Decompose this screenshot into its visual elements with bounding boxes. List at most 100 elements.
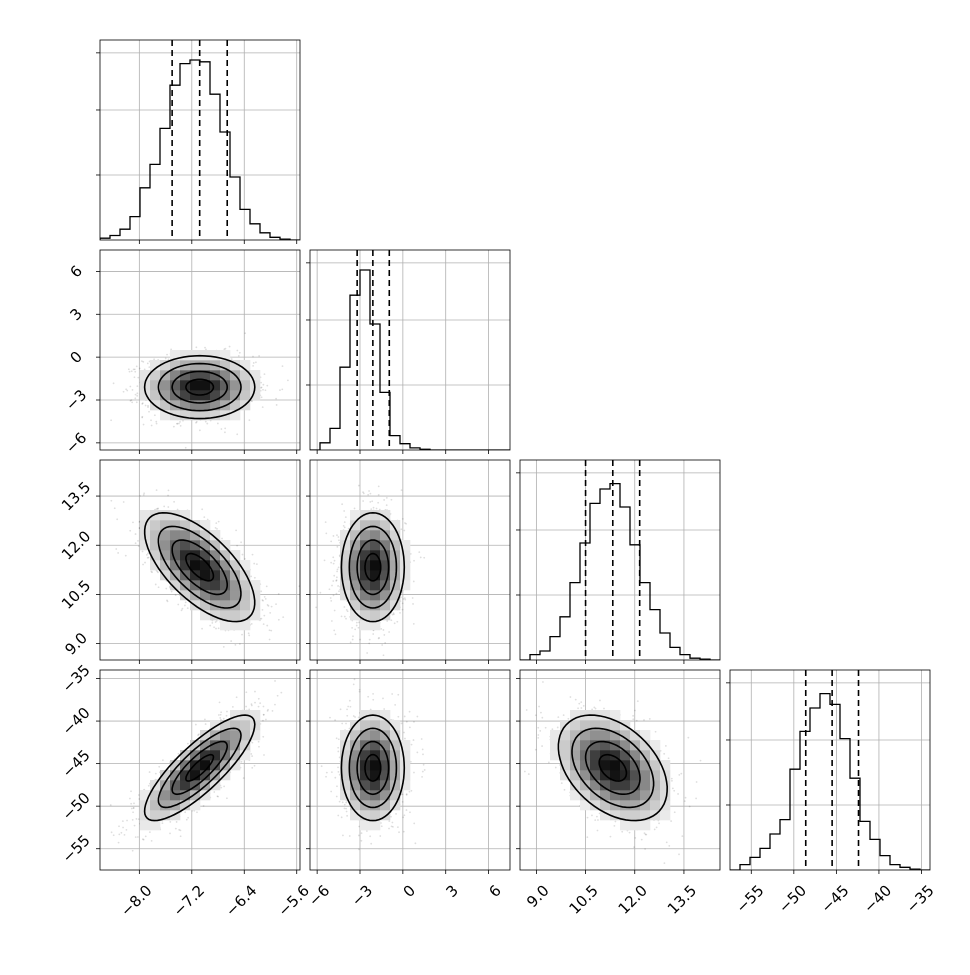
sample-point xyxy=(177,604,179,606)
sample-point xyxy=(136,392,138,394)
sample-point xyxy=(383,629,385,631)
sample-point xyxy=(241,634,243,636)
sample-point xyxy=(358,627,360,629)
sample-point xyxy=(130,400,132,402)
sample-point xyxy=(344,521,346,523)
sample-point xyxy=(269,612,271,614)
sample-point xyxy=(240,541,242,543)
sample-point xyxy=(251,767,253,769)
sample-point xyxy=(110,500,112,502)
sample-point xyxy=(236,350,238,352)
sample-point xyxy=(224,427,226,429)
sample-point xyxy=(162,822,164,824)
sample-point xyxy=(356,622,358,624)
sample-point xyxy=(330,597,332,599)
sample-point xyxy=(368,490,370,492)
density-cell xyxy=(240,610,250,620)
sample-point xyxy=(418,551,420,553)
sample-point xyxy=(337,568,339,570)
sample-point xyxy=(396,621,398,623)
sample-point xyxy=(367,494,369,496)
density-cell xyxy=(190,360,200,370)
sample-point xyxy=(88,379,90,381)
sample-point xyxy=(180,425,182,427)
sample-point xyxy=(334,610,336,612)
sample-point xyxy=(179,421,181,423)
sample-point xyxy=(250,575,252,577)
sample-point xyxy=(330,562,332,564)
sample-point xyxy=(136,395,138,397)
sample-point xyxy=(156,423,158,425)
sample-point xyxy=(333,575,335,577)
sample-point xyxy=(113,382,115,384)
sample-point xyxy=(336,579,338,581)
sample-point xyxy=(142,361,144,363)
sample-point xyxy=(195,346,197,348)
density-content xyxy=(100,670,300,870)
sample-point xyxy=(279,389,281,391)
sample-point xyxy=(141,403,143,405)
density-cell xyxy=(370,560,380,570)
sample-point xyxy=(155,421,157,423)
sample-point xyxy=(216,528,218,530)
sample-point xyxy=(402,518,404,520)
histogram-step-1 xyxy=(310,270,510,450)
sample-point xyxy=(242,554,244,556)
sample-point xyxy=(224,431,226,433)
sample-point xyxy=(281,388,283,390)
density-cell xyxy=(350,600,360,610)
sample-point xyxy=(187,607,189,609)
density-cell xyxy=(240,370,250,380)
density-cell xyxy=(370,530,380,540)
sample-point xyxy=(413,581,415,583)
sample-point xyxy=(325,521,327,523)
sample-point xyxy=(142,564,144,566)
sample-point xyxy=(359,639,361,641)
density-cell xyxy=(350,560,360,570)
sample-point xyxy=(333,535,335,537)
density-cell xyxy=(400,560,410,570)
sample-point xyxy=(253,362,255,364)
sample-point xyxy=(195,724,197,726)
sample-point xyxy=(413,623,415,625)
sample-point xyxy=(157,508,159,510)
density-panel-1-2 xyxy=(306,460,510,664)
density-panel-0-2 xyxy=(96,460,300,664)
sample-point xyxy=(336,534,338,536)
sample-point xyxy=(270,630,272,632)
sample-point xyxy=(338,567,340,569)
sample-point xyxy=(218,521,220,523)
sample-point xyxy=(205,723,207,725)
sample-point xyxy=(145,835,147,837)
sample-point xyxy=(258,698,260,700)
sample-point xyxy=(131,370,133,372)
histogram-panel-2 xyxy=(516,460,720,664)
density-cell xyxy=(370,600,380,610)
sample-point xyxy=(369,639,371,641)
sample-point xyxy=(356,625,358,627)
sample-point xyxy=(388,631,390,633)
sample-point xyxy=(282,365,284,367)
histogram-step-3 xyxy=(730,694,930,870)
sample-point xyxy=(223,718,225,720)
sample-point xyxy=(213,626,215,628)
density-cell xyxy=(170,370,180,380)
sample-point xyxy=(151,425,153,427)
sample-point xyxy=(217,423,219,425)
sample-point xyxy=(129,798,131,800)
sample-point xyxy=(204,347,206,349)
sample-point xyxy=(150,419,152,421)
sample-point xyxy=(373,507,375,509)
sample-point xyxy=(366,652,368,654)
sample-point xyxy=(354,508,356,510)
sample-point xyxy=(394,622,396,624)
density-cell xyxy=(370,610,380,620)
density-cell xyxy=(180,580,190,590)
sample-point xyxy=(181,608,183,610)
sample-point xyxy=(147,557,149,559)
sample-point xyxy=(423,557,425,559)
sample-point xyxy=(211,622,213,624)
sample-point xyxy=(381,644,383,646)
sample-point xyxy=(336,571,338,573)
sample-point xyxy=(244,332,246,334)
